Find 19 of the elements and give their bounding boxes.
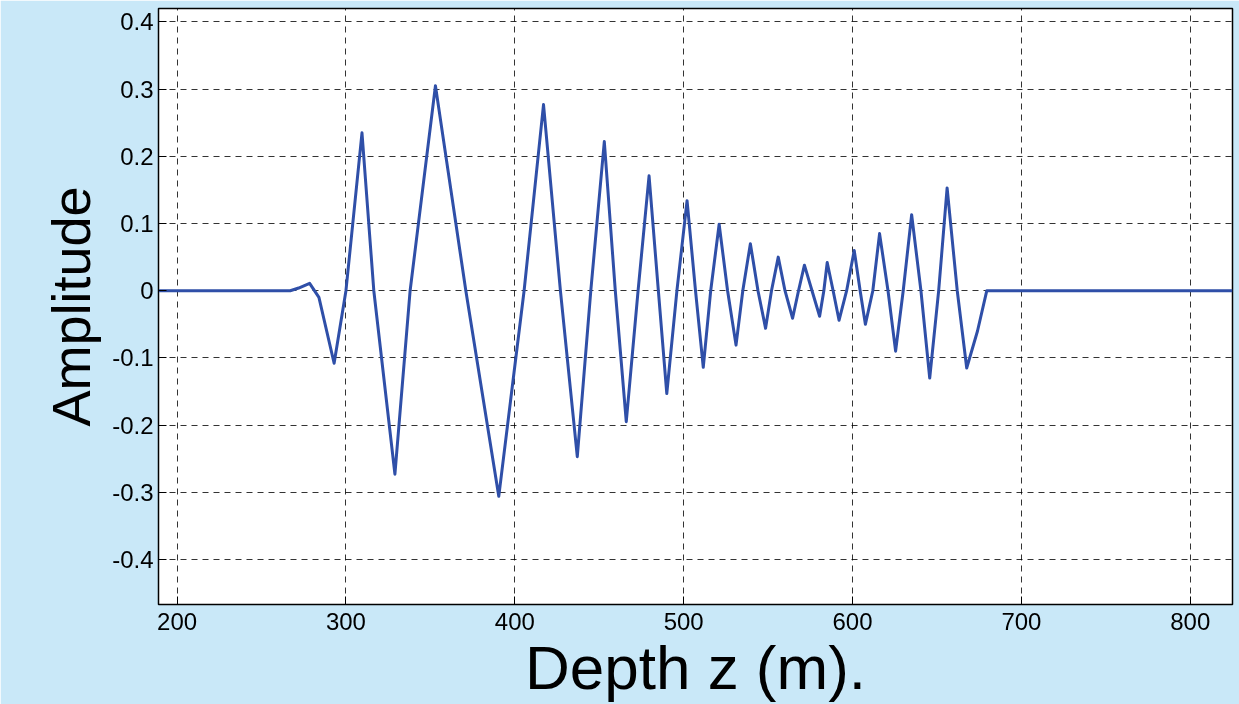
x-tick-label: 400 (494, 607, 535, 635)
y-tick-label: -0.4 (112, 545, 154, 573)
y-tick-label: 0 (140, 277, 154, 305)
y-axis-title: Amplitude (41, 186, 102, 427)
y-tick-label: -0.2 (112, 411, 154, 439)
x-tick-label: 200 (157, 607, 198, 635)
x-tick-label: 300 (325, 607, 366, 635)
y-tick-label: 0.2 (120, 142, 154, 170)
line-series (158, 84, 1233, 498)
y-tick-label: 0.1 (120, 210, 154, 238)
y-tick-label: -0.3 (112, 478, 154, 506)
y-tick-label: 0.3 (120, 75, 154, 103)
y-tick-label: 0.4 (120, 8, 154, 36)
x-axis-title: Depth z (m). (524, 632, 867, 702)
x-tick-label: 800 (1170, 607, 1211, 635)
x-tick-label: 500 (663, 607, 704, 635)
x-tick-label: 600 (832, 607, 873, 635)
y-tick-label: -0.1 (112, 344, 154, 372)
x-tick-label: 700 (1001, 607, 1042, 635)
